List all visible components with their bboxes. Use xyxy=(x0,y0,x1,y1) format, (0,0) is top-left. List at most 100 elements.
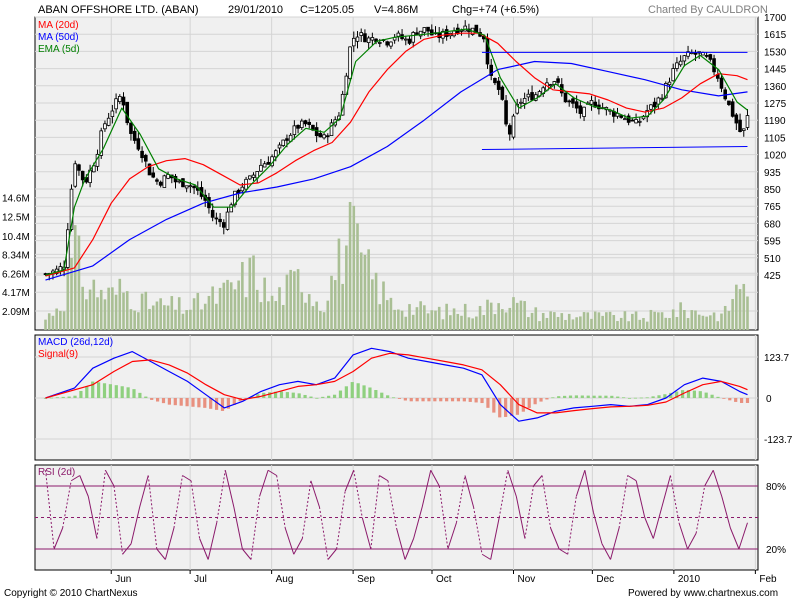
candle-body xyxy=(526,93,531,98)
month-tick-label: Dec xyxy=(596,574,614,585)
macd-histogram-bar xyxy=(445,398,449,402)
macd-histogram-bar xyxy=(138,392,142,398)
candle-body xyxy=(671,68,676,82)
candle-body xyxy=(708,54,713,60)
price-tick-label: 1360 xyxy=(764,82,787,93)
macd-histogram-bar xyxy=(203,398,207,408)
macd-histogram-bar xyxy=(397,398,402,399)
macd-histogram-bar xyxy=(492,398,496,413)
volume-bar xyxy=(114,294,118,330)
candle-body xyxy=(407,38,412,44)
macd-histogram-bar xyxy=(539,398,543,402)
candle-body xyxy=(281,139,286,146)
candle-body xyxy=(678,60,683,66)
copyright-label: Copyright © 2010 ChartNexus xyxy=(4,588,138,599)
candle-body xyxy=(370,37,375,41)
volume-bar xyxy=(170,296,174,330)
volume-bar xyxy=(348,201,352,330)
volume-bar xyxy=(296,269,300,330)
volume-bar xyxy=(738,289,742,330)
price-tick-label: 595 xyxy=(764,237,781,248)
candle-body xyxy=(637,120,642,123)
volume-bar xyxy=(597,312,601,330)
candle-body xyxy=(348,46,352,79)
volume-bar xyxy=(657,312,660,330)
signal-line xyxy=(45,352,748,414)
volume-bar xyxy=(137,312,140,330)
volume-bar xyxy=(497,303,500,330)
candle-body xyxy=(530,92,534,101)
charted-by-label: Charted By CAULDRON xyxy=(648,4,768,16)
candle-body xyxy=(652,101,657,108)
candle-body xyxy=(649,104,653,110)
volume-bar xyxy=(259,302,263,330)
volume-bar xyxy=(590,318,593,330)
macd-histogram-bar xyxy=(480,398,484,404)
volume-tick-label: 8.34M xyxy=(2,250,30,261)
candle-body xyxy=(556,78,560,83)
volume-bar xyxy=(419,301,422,330)
volume-bar xyxy=(627,321,630,330)
volume-tick-label: 6.26M xyxy=(2,269,30,280)
candle-body xyxy=(251,174,256,178)
candle-body xyxy=(359,32,364,36)
candle-body xyxy=(396,32,401,37)
volume-bar xyxy=(281,304,285,330)
volume-bar xyxy=(66,267,70,330)
volume-bar xyxy=(319,310,322,330)
macd-histogram-bar xyxy=(197,398,201,408)
volume-bar xyxy=(218,287,222,330)
macd-histogram-bar xyxy=(610,395,614,398)
volume-bar xyxy=(111,287,114,330)
macd-histogram-bar xyxy=(144,396,148,398)
candle-body xyxy=(181,178,185,188)
volume-bar xyxy=(716,321,720,330)
candle-body xyxy=(745,115,750,128)
candle-body xyxy=(719,77,724,89)
candle-body xyxy=(489,64,494,76)
macd-histogram-bar xyxy=(657,395,661,398)
rsi-segment xyxy=(396,527,406,560)
candle-body xyxy=(734,114,739,124)
volume-bar xyxy=(333,280,337,330)
macd-histogram-bar xyxy=(527,398,531,408)
volume-bar xyxy=(712,312,716,330)
rsi-segment xyxy=(318,506,329,560)
rsi-segment xyxy=(164,527,175,560)
macd-histogram-bar xyxy=(563,395,567,398)
rsi-segment xyxy=(592,512,603,544)
volume-bar xyxy=(345,245,348,330)
macd-histogram-bar xyxy=(91,381,95,398)
volume-bar xyxy=(192,298,196,330)
candle-body xyxy=(147,163,152,176)
rsi-segment xyxy=(139,475,149,508)
volume-bar xyxy=(304,302,307,330)
price-tick-label: 850 xyxy=(764,185,781,196)
candle-body xyxy=(322,134,326,139)
macd-histogram-bar xyxy=(450,398,455,402)
volume-bar xyxy=(44,319,47,330)
volume-bar xyxy=(601,315,604,330)
candle-body xyxy=(121,96,126,106)
volume-bar xyxy=(679,302,682,330)
volume-bar xyxy=(408,304,411,330)
rsi-segment xyxy=(233,506,243,550)
volume-bar xyxy=(385,300,389,330)
rsi-segment xyxy=(601,543,611,560)
candle-body xyxy=(682,55,687,62)
macd-histogram-bar xyxy=(604,395,608,398)
price-tick-label: 510 xyxy=(764,254,781,265)
volume-bar xyxy=(200,309,203,330)
rsi-segment xyxy=(721,496,731,529)
volume-bar xyxy=(77,235,81,330)
candle-body xyxy=(411,32,416,43)
macd-histogram-bar xyxy=(533,398,537,405)
volume-bar xyxy=(538,321,541,330)
candle-body xyxy=(500,86,505,100)
rsi-segment xyxy=(53,527,64,550)
candle-body xyxy=(738,119,742,132)
macd-histogram-bar xyxy=(303,394,307,398)
macd-histogram-bar xyxy=(43,398,48,399)
volume-bar xyxy=(196,292,200,330)
macd-histogram-bar xyxy=(692,390,696,398)
